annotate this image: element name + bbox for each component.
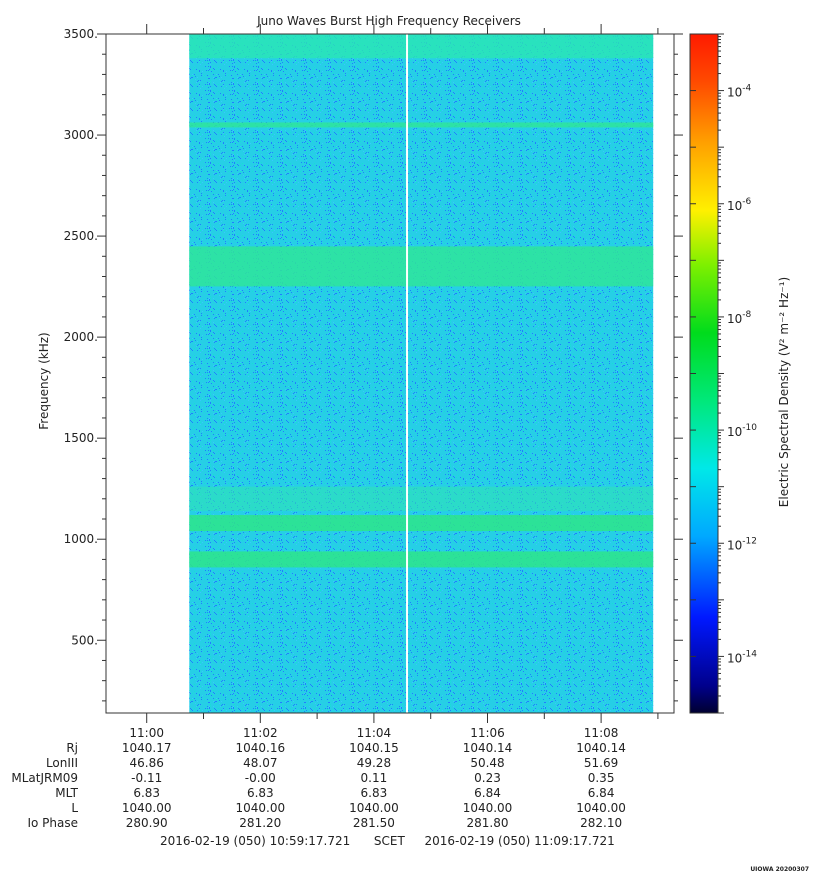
- ephemeris-value: 6.84: [474, 786, 501, 800]
- y-axis: 500. 1000. 1500. 2000. 2500. 3000. 3500.: [64, 27, 683, 702]
- version-stamp: UIOWA 20200307: [750, 866, 809, 873]
- ephemeris-value: -0.11: [131, 771, 163, 785]
- ephemeris-value: 281.20: [239, 816, 282, 830]
- emission-band: [189, 551, 654, 568]
- ephemeris-value: 6.83: [246, 786, 274, 800]
- eph-label-rj: Rj: [66, 741, 78, 755]
- colorbar-tick-label: 10-6: [727, 197, 752, 213]
- ephemeris-value: 280.90: [125, 816, 168, 830]
- ephemeris-value: 282.10: [580, 816, 623, 830]
- plot-area: [105, 33, 675, 714]
- colorbar-tick-label: 10-10: [727, 423, 757, 439]
- colorbar: 10-14 10-12 10-10 10-8 10-6 10-4: [689, 33, 757, 714]
- y-tick-label: 1000.: [64, 532, 98, 546]
- y-tick-label: 500.: [71, 633, 98, 647]
- y-tick-label: 1500.: [64, 431, 98, 445]
- ephemeris-value: -0.00: [244, 771, 276, 785]
- emission-band: [189, 122, 654, 128]
- eph-label-io-phase: Io Phase: [27, 816, 78, 830]
- ephemeris-value: 0.11: [360, 771, 388, 785]
- ephemeris-value: 1040.16: [235, 741, 286, 755]
- eph-label-l: L: [71, 801, 78, 815]
- colorbar-tick-label: 10-8: [727, 310, 752, 326]
- x-tick-label: 11:04: [357, 726, 392, 740]
- eph-label-lon: LonIII: [45, 756, 78, 770]
- chart-title: Juno Waves Burst High Frequency Receiver…: [256, 14, 521, 28]
- ephemeris-value: 1040.14: [576, 741, 626, 755]
- y-tick-label: 3000.: [64, 128, 98, 142]
- ephemeris-value: 0.23: [474, 771, 501, 785]
- ephemeris-value: 1040.00: [576, 801, 626, 815]
- ephemeris-value: 281.50: [352, 816, 395, 830]
- colorbar-label: Electric Spectral Density (V² m⁻² Hz⁻¹): [777, 277, 791, 507]
- ephemeris-value: 6.83: [133, 786, 161, 800]
- ephemeris-value: 281.80: [466, 816, 509, 830]
- y-tick-label: 2500.: [64, 229, 98, 243]
- ephemeris-value: 6.83: [360, 786, 388, 800]
- ephemeris-value: 1040.00: [235, 801, 286, 815]
- ephemeris-value: 1040.00: [121, 801, 172, 815]
- ephemeris-value: 1040.14: [462, 741, 513, 755]
- scet-label: SCET: [373, 834, 405, 848]
- colorbar-tick-label: 10-14: [727, 649, 757, 665]
- ephemeris-value: 1040.17: [121, 741, 172, 755]
- colorbar-tick-label: 10-12: [727, 536, 757, 552]
- scet-end: 2016-02-19 (050) 11:09:17.721: [424, 834, 615, 848]
- ephemeris-value: 6.84: [587, 786, 615, 800]
- eph-label-mlt: MLT: [55, 786, 78, 800]
- ephemeris-value: 48.07: [243, 756, 278, 770]
- x-tick-label: 11:02: [243, 726, 278, 740]
- ephemeris-value: 0.35: [587, 771, 615, 785]
- colorbar-label-text: Electric Spectral Density (V² m⁻² Hz⁻¹): [777, 277, 791, 507]
- x-tick-label: 11:08: [584, 726, 619, 740]
- ephemeris-value: 50.48: [470, 756, 505, 770]
- emission-band: [189, 515, 654, 532]
- emission-band: [189, 246, 654, 287]
- ephemeris-value: 1040.00: [349, 801, 399, 815]
- ephemeris-value: 1040.15: [349, 741, 399, 755]
- scet-start: 2016-02-19 (050) 10:59:17.721: [160, 834, 351, 848]
- ephemeris-value: 51.69: [583, 756, 619, 770]
- x-axis: 11:00 11:02 11:04 11:06 11:08: [129, 24, 659, 740]
- ephemeris-value: 49.28: [356, 756, 392, 770]
- eph-label-mlat: MLatJRM09: [11, 771, 78, 785]
- y-tick-label: 2000.: [64, 330, 98, 344]
- x-tick-label: 11:00: [129, 726, 164, 740]
- scet-range: 2016-02-19 (050) 10:59:17.721 SCET 2016-…: [160, 834, 615, 848]
- y-tick-label: 3500.: [64, 27, 98, 41]
- ephemeris-value: 46.86: [129, 756, 164, 770]
- x-tick-label: 11:06: [470, 726, 505, 740]
- y-axis-label: Frequency (kHz): [37, 332, 51, 429]
- colorbar-tick-label: 10-4: [727, 84, 752, 100]
- ephemeris-value: 1040.00: [462, 801, 513, 815]
